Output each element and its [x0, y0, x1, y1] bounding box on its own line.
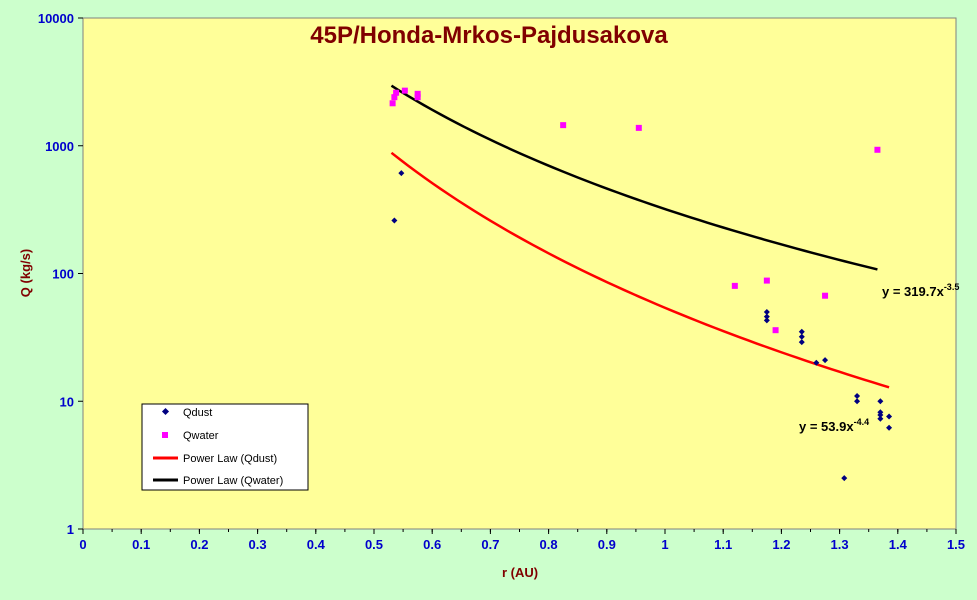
dust-fit-equation-exponent: -4.4 — [854, 417, 870, 427]
point-qdust — [813, 359, 820, 366]
x-tick-label: 0.2 — [190, 537, 208, 552]
point-qwater — [560, 122, 567, 129]
point-qwater — [763, 277, 770, 284]
water-fit-equation: y = 319.7x-3.5 — [882, 282, 959, 299]
data-points — [389, 87, 893, 482]
point-qwater — [414, 90, 421, 97]
legend-label-qwater: Qwater — [183, 430, 219, 442]
x-tick-label: 1.1 — [714, 537, 732, 552]
point-qdust — [877, 412, 884, 419]
legend-label-water-fit: Power Law (Qwater) — [183, 475, 283, 487]
y-tick-label: 1 — [67, 522, 74, 537]
point-qdust — [822, 357, 829, 364]
x-tick-label: 0.6 — [423, 537, 441, 552]
point-qwater — [635, 124, 642, 131]
x-tick-label: 0.4 — [307, 537, 326, 552]
x-tick-label: 1.3 — [831, 537, 849, 552]
point-qwater — [401, 87, 408, 94]
x-tick-label: 0.8 — [540, 537, 558, 552]
water-fit-equation-exponent: -3.5 — [944, 282, 960, 292]
y-tick-label: 1000 — [45, 139, 74, 154]
y-tick-label: 10 — [60, 394, 74, 409]
x-tick-label: 0.3 — [249, 537, 267, 552]
dust-fit-equation: y = 53.9x-4.4 — [799, 417, 869, 434]
x-tick-label: 0.7 — [481, 537, 499, 552]
y-axis: 1 10 100 1000 10000 — [38, 11, 83, 537]
point-qdust — [763, 317, 770, 324]
point-qdust — [854, 398, 861, 405]
point-qdust — [798, 333, 805, 340]
x-tick-label: 1 — [661, 537, 668, 552]
point-qdust — [398, 170, 405, 177]
x-tick-label: 0.9 — [598, 537, 616, 552]
x-tick-label: 0.5 — [365, 537, 383, 552]
point-qdust — [886, 424, 893, 431]
x-axis: 0 0.1 0.2 0.3 0.4 0.5 0.6 0.7 0.8 0.9 1 1.1 1.2 1.3 1.… — [79, 529, 965, 552]
point-qwater — [874, 146, 881, 153]
point-qdust — [877, 415, 884, 422]
water-fit-equation-base: y = 319.7x — [882, 284, 945, 299]
x-tick-label: 0.1 — [132, 537, 150, 552]
point-qwater — [391, 94, 398, 101]
legend: Qdust Qwater Power Law (Qdust) Power Law… — [141, 403, 309, 491]
legend-marker-qwater — [162, 432, 168, 438]
fit-curve-dust — [390, 151, 890, 389]
legend-label-dust-fit: Power Law (Qdust) — [183, 453, 277, 465]
legend-box — [141, 403, 309, 491]
point-qdust — [877, 398, 884, 405]
x-tick-label: 1.5 — [947, 537, 965, 552]
point-qdust — [763, 308, 770, 315]
point-qdust — [798, 328, 805, 335]
point-qwater — [414, 94, 421, 101]
point-qwater — [822, 292, 829, 299]
point-qdust — [854, 392, 861, 399]
x-tick-label: 1.2 — [772, 537, 790, 552]
legend-marker-qdust — [161, 407, 170, 416]
point-qdust — [391, 217, 398, 224]
x-axis-title: r (AU) — [502, 565, 538, 580]
chart-title: 45P/Honda-Mrkos-Pajdusakova — [310, 22, 668, 49]
point-qwater — [731, 282, 738, 289]
point-qdust — [841, 475, 848, 482]
x-tick-label: 1.4 — [889, 537, 908, 552]
y-axis-title: Q (kg/s) — [18, 249, 33, 297]
y-tick-label: 100 — [52, 267, 74, 282]
point-qwater — [393, 89, 400, 96]
fit-lines — [390, 84, 890, 389]
legend-label-qdust: Qdust — [183, 407, 212, 419]
point-qwater — [772, 327, 779, 334]
point-qdust — [886, 413, 893, 420]
y-tick-label: 10000 — [38, 11, 74, 26]
point-qdust — [798, 339, 805, 346]
x-tick-label: 0 — [79, 537, 86, 552]
dust-fit-equation-base: y = 53.9x — [799, 419, 854, 434]
point-qdust — [763, 313, 770, 320]
fit-curve-water — [390, 84, 878, 271]
point-qwater — [389, 100, 396, 107]
